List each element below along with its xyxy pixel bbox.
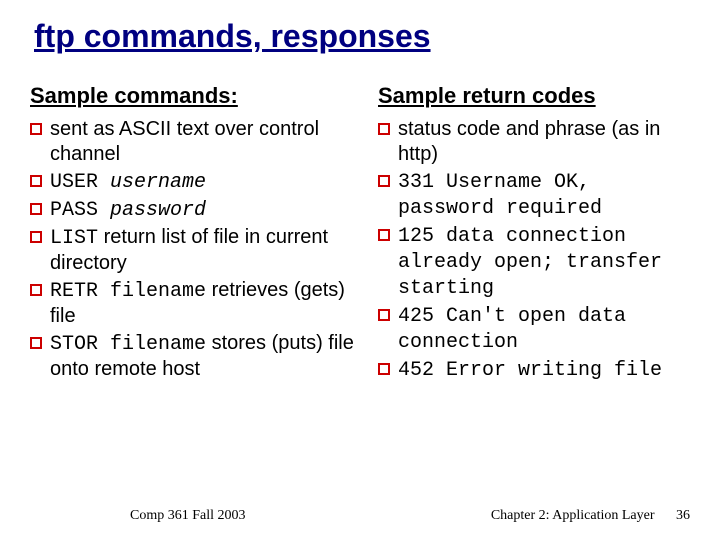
list-item: 125 data connection already open; transf… <box>378 223 690 301</box>
left-column: Sample commands: sent as ASCII text over… <box>30 83 360 385</box>
content-columns: Sample commands: sent as ASCII text over… <box>30 83 690 385</box>
bullet-icon <box>30 284 42 296</box>
item-text: RETR filename retrieves (gets) file <box>50 278 360 329</box>
bullet-icon <box>378 123 390 135</box>
footer-left: Comp 361 Fall 2003 <box>130 508 246 524</box>
bullet-icon <box>378 229 390 241</box>
right-heading: Sample return codes <box>378 83 690 109</box>
left-heading: Sample commands: <box>30 83 360 109</box>
footer-chapter: Chapter 2: Application Layer <box>491 508 655 523</box>
bullet-icon <box>30 123 42 135</box>
bullet-icon <box>378 309 390 321</box>
list-item: 452 Error writing file <box>378 357 690 383</box>
bullet-icon <box>30 231 42 243</box>
list-item: status code and phrase (as in http) <box>378 117 690 167</box>
item-text: PASS password <box>50 197 206 223</box>
list-item: 331 Username OK, password required <box>378 169 690 221</box>
item-text: status code and phrase (as in http) <box>398 117 690 167</box>
item-text: 331 Username OK, password required <box>398 169 690 221</box>
slide-footer: Comp 361 Fall 2003 Chapter 2: Applicatio… <box>30 508 690 524</box>
item-text: 425 Can't open data connection <box>398 303 690 355</box>
slide-title: ftp commands, responses <box>34 18 690 55</box>
left-list: sent as ASCII text over control channelU… <box>30 117 360 382</box>
item-text: LIST return list of file in current dire… <box>50 225 360 276</box>
right-column: Sample return codes status code and phra… <box>378 83 690 385</box>
list-item: USER username <box>30 169 360 195</box>
item-text: 452 Error writing file <box>398 357 662 383</box>
list-item: LIST return list of file in current dire… <box>30 225 360 276</box>
bullet-icon <box>30 175 42 187</box>
list-item: 425 Can't open data connection <box>378 303 690 355</box>
bullet-icon <box>378 363 390 375</box>
list-item: sent as ASCII text over control channel <box>30 117 360 167</box>
item-text: STOR filename stores (puts) file onto re… <box>50 331 360 382</box>
list-item: STOR filename stores (puts) file onto re… <box>30 331 360 382</box>
item-text: 125 data connection already open; transf… <box>398 223 690 301</box>
item-text: USER username <box>50 169 206 195</box>
footer-right: Chapter 2: Application Layer 36 <box>491 508 690 524</box>
right-list: status code and phrase (as in http)331 U… <box>378 117 690 383</box>
item-text: sent as ASCII text over control channel <box>50 117 360 167</box>
bullet-icon <box>378 175 390 187</box>
bullet-icon <box>30 203 42 215</box>
list-item: RETR filename retrieves (gets) file <box>30 278 360 329</box>
bullet-icon <box>30 337 42 349</box>
page-number: 36 <box>676 508 690 523</box>
list-item: PASS password <box>30 197 360 223</box>
